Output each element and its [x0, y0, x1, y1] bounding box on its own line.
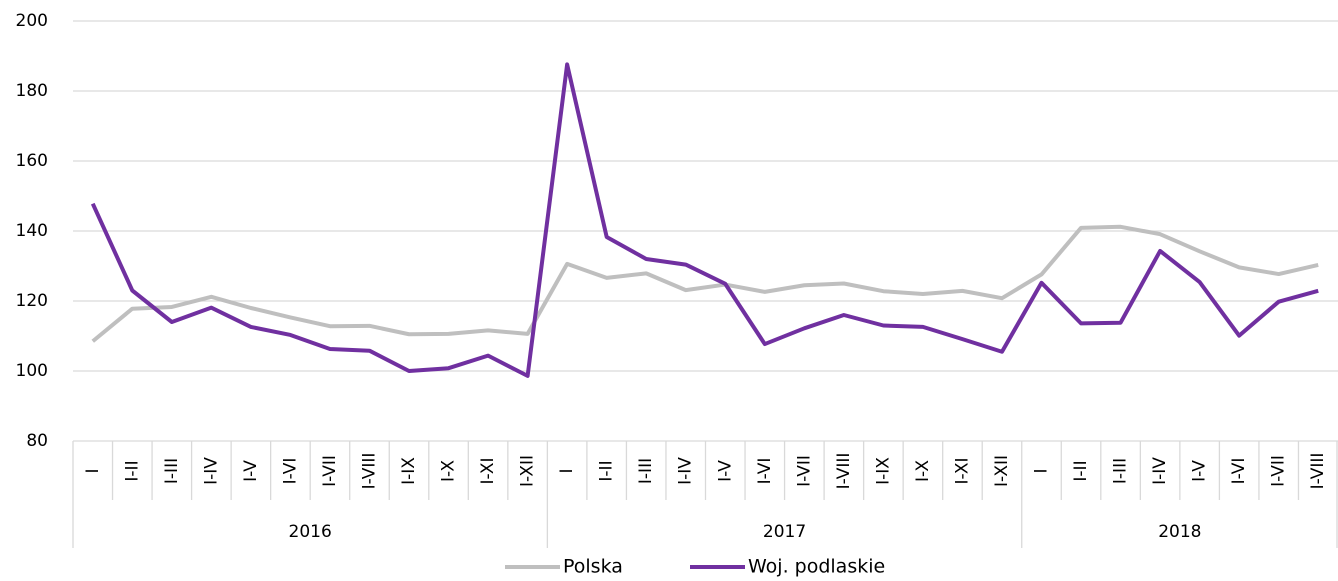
y-tick-label: 80	[26, 431, 48, 451]
x-tick-label: I-XI	[952, 458, 972, 485]
y-tick-label: 180	[16, 81, 48, 101]
x-tick-label: I-VIII	[834, 453, 854, 490]
y-tick-label: 120	[16, 291, 48, 311]
y-tick-label: 140	[16, 221, 48, 241]
y-tick-label: 100	[16, 361, 48, 381]
x-tick-label: I-III	[1111, 458, 1131, 484]
x-tick-label: I-VI	[1229, 458, 1249, 485]
y-tick-label: 200	[16, 11, 48, 31]
x-tick-label: I	[83, 468, 103, 473]
x-tick-label: I-IV	[201, 457, 221, 485]
x-tick-label: I-VIII	[1308, 453, 1328, 490]
x-tick-label: I-IX	[399, 457, 419, 485]
x-tick-label: I-III	[162, 458, 182, 484]
x-group-label: 2018	[1158, 522, 1201, 542]
x-group-label: 2017	[763, 522, 806, 542]
x-tick-label: I	[557, 468, 577, 473]
x-tick-label: I-II	[122, 460, 142, 481]
series-line	[90, 62, 1319, 378]
y-tick-label: 160	[16, 151, 48, 171]
x-tick-label: I-VII	[794, 455, 814, 487]
x-tick-label: I-XI	[478, 458, 498, 485]
x-tick-label: I-V	[1190, 460, 1210, 482]
x-tick-label: I-XII	[518, 455, 538, 487]
x-group-label: 2016	[289, 522, 332, 542]
x-tick-label: I-VIII	[359, 453, 379, 490]
x-tick-label: I-X	[439, 460, 459, 482]
legend-label: Woj. podlaskie	[748, 556, 885, 578]
x-tick-label: I	[1032, 468, 1052, 473]
legend-label: Polska	[563, 556, 623, 578]
x-tick-label: I-IX	[873, 457, 893, 485]
x-tick-label: I-II	[597, 460, 617, 481]
x-tick-label: I-VII	[1269, 455, 1289, 487]
x-tick-label: I-II	[1071, 460, 1091, 481]
x-tick-label: I-X	[913, 460, 933, 482]
x-tick-label: I-XII	[992, 455, 1012, 487]
x-tick-label: I-IV	[1150, 457, 1170, 485]
x-tick-label: I-VI	[280, 458, 300, 485]
series-line	[91, 224, 1319, 343]
x-tick-label: I-V	[241, 460, 261, 482]
x-tick-label: I-VI	[755, 458, 775, 485]
x-tick-label: I-IV	[676, 457, 696, 485]
x-tick-label: I-VII	[320, 455, 340, 487]
x-tick-label: I-V	[715, 460, 735, 482]
x-tick-label: I-III	[636, 458, 656, 484]
